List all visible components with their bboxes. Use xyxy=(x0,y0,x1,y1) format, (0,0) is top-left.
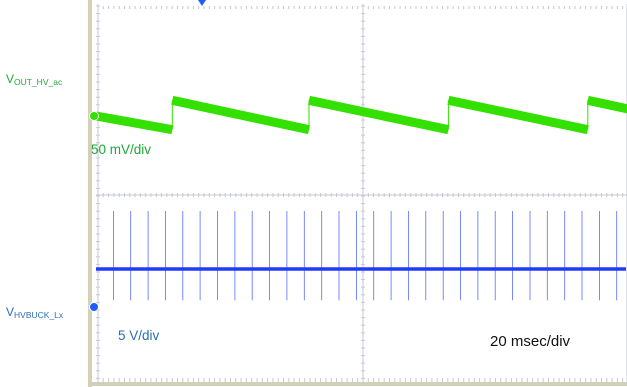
ch1-name-subscript: OUT_HV_ac xyxy=(14,77,63,87)
ch2-scale-label: 5 V/div xyxy=(118,328,160,343)
ch1-name-main: V xyxy=(6,72,15,86)
ch2-name-main: V xyxy=(6,305,15,319)
ch2-name-label: VHVBUCK_Lx xyxy=(6,305,64,320)
ch1-trace xyxy=(95,95,627,135)
ch1-ramp xyxy=(447,95,589,135)
trigger-position-marker xyxy=(198,0,206,6)
ch2-ground-marker xyxy=(89,302,99,312)
graticule xyxy=(96,4,627,384)
ch1-ramp xyxy=(171,95,310,135)
ch2-name-subscript: HVBUCK_Lx xyxy=(14,310,64,320)
ch1-scale-label: 50 mV/div xyxy=(91,142,152,157)
ch1-ground-marker xyxy=(89,111,99,121)
channel-markers xyxy=(89,0,206,312)
ch1-ramp xyxy=(95,111,174,135)
ch1-ramp xyxy=(308,95,450,135)
ch2-trace xyxy=(96,211,626,301)
ch1-name-label: VOUT_HV_ac xyxy=(6,72,63,87)
timebase-label: 20 msec/div xyxy=(490,333,571,350)
ch1-ramp xyxy=(586,95,627,114)
screen-frame xyxy=(90,0,627,387)
